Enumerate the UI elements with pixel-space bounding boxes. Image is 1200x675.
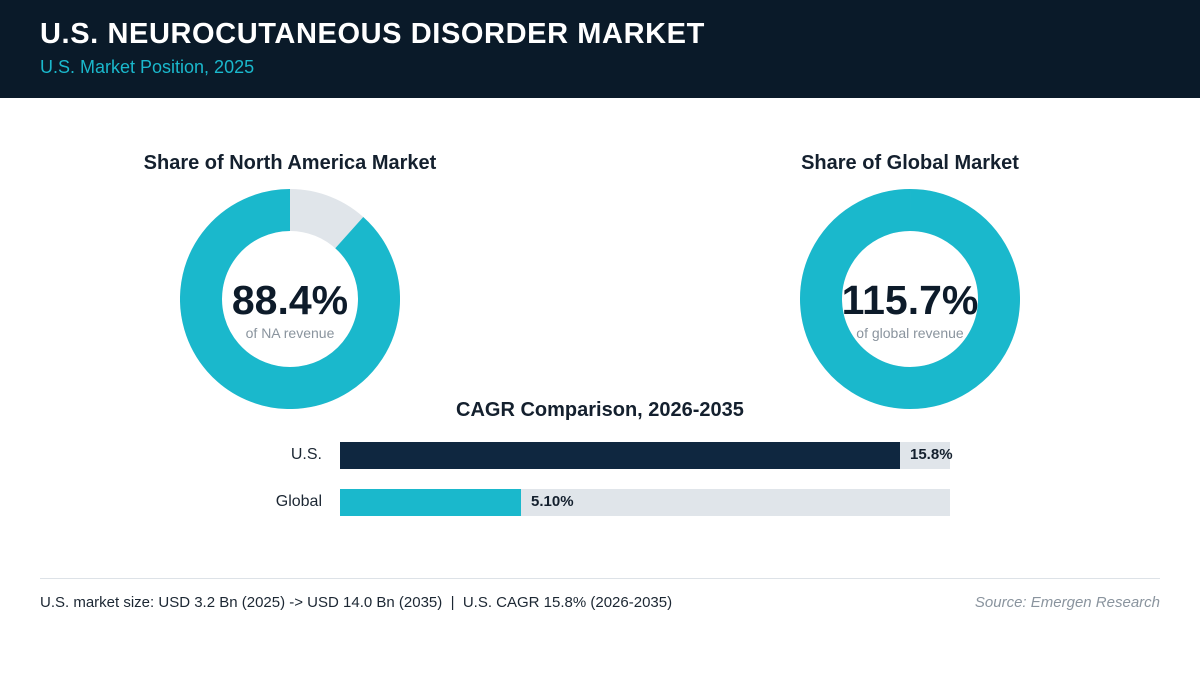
bar-value-us: 15.8% <box>910 446 953 463</box>
bar-value-global: 5.10% <box>531 493 574 510</box>
global-donut-chart <box>800 189 1020 409</box>
na-donut-value: 88.4% <box>231 277 349 323</box>
page-title: U.S. NEUROCUTANEOUS DISORDER MARKET <box>40 18 705 50</box>
header-banner: U.S. NEUROCUTANEOUS DISORDER MARKET U.S.… <box>0 0 1200 98</box>
bar-us <box>340 442 900 469</box>
cagr-chart-title: CAGR Comparison, 2026-2035 <box>456 399 744 421</box>
global-donut-caption: of global revenue <box>856 325 964 341</box>
na-donut-slice <box>180 189 400 409</box>
na-donut-title: Share of North America Market <box>143 152 437 174</box>
bar-track-global: 5.10% <box>340 489 950 516</box>
na-donut-caption: of NA revenue <box>245 325 335 341</box>
global-donut-slice <box>800 189 1020 409</box>
global-donut-value: 115.7% <box>841 277 979 323</box>
source-credit: Source: Emergen Research <box>974 594 1160 611</box>
page-subtitle: U.S. Market Position, 2025 <box>40 57 255 77</box>
footer-divider <box>40 578 1160 579</box>
bar-label-us: U.S. <box>290 446 322 463</box>
bar-label-global: Global <box>275 493 322 510</box>
footer-note: U.S. market size: USD 3.2 Bn (2025) -> U… <box>40 594 673 611</box>
bar-global <box>340 489 521 516</box>
na-donut-chart <box>180 189 400 409</box>
global-donut-title: Share of Global Market <box>801 152 1019 174</box>
bar-track-us: 15.8% <box>340 442 953 469</box>
